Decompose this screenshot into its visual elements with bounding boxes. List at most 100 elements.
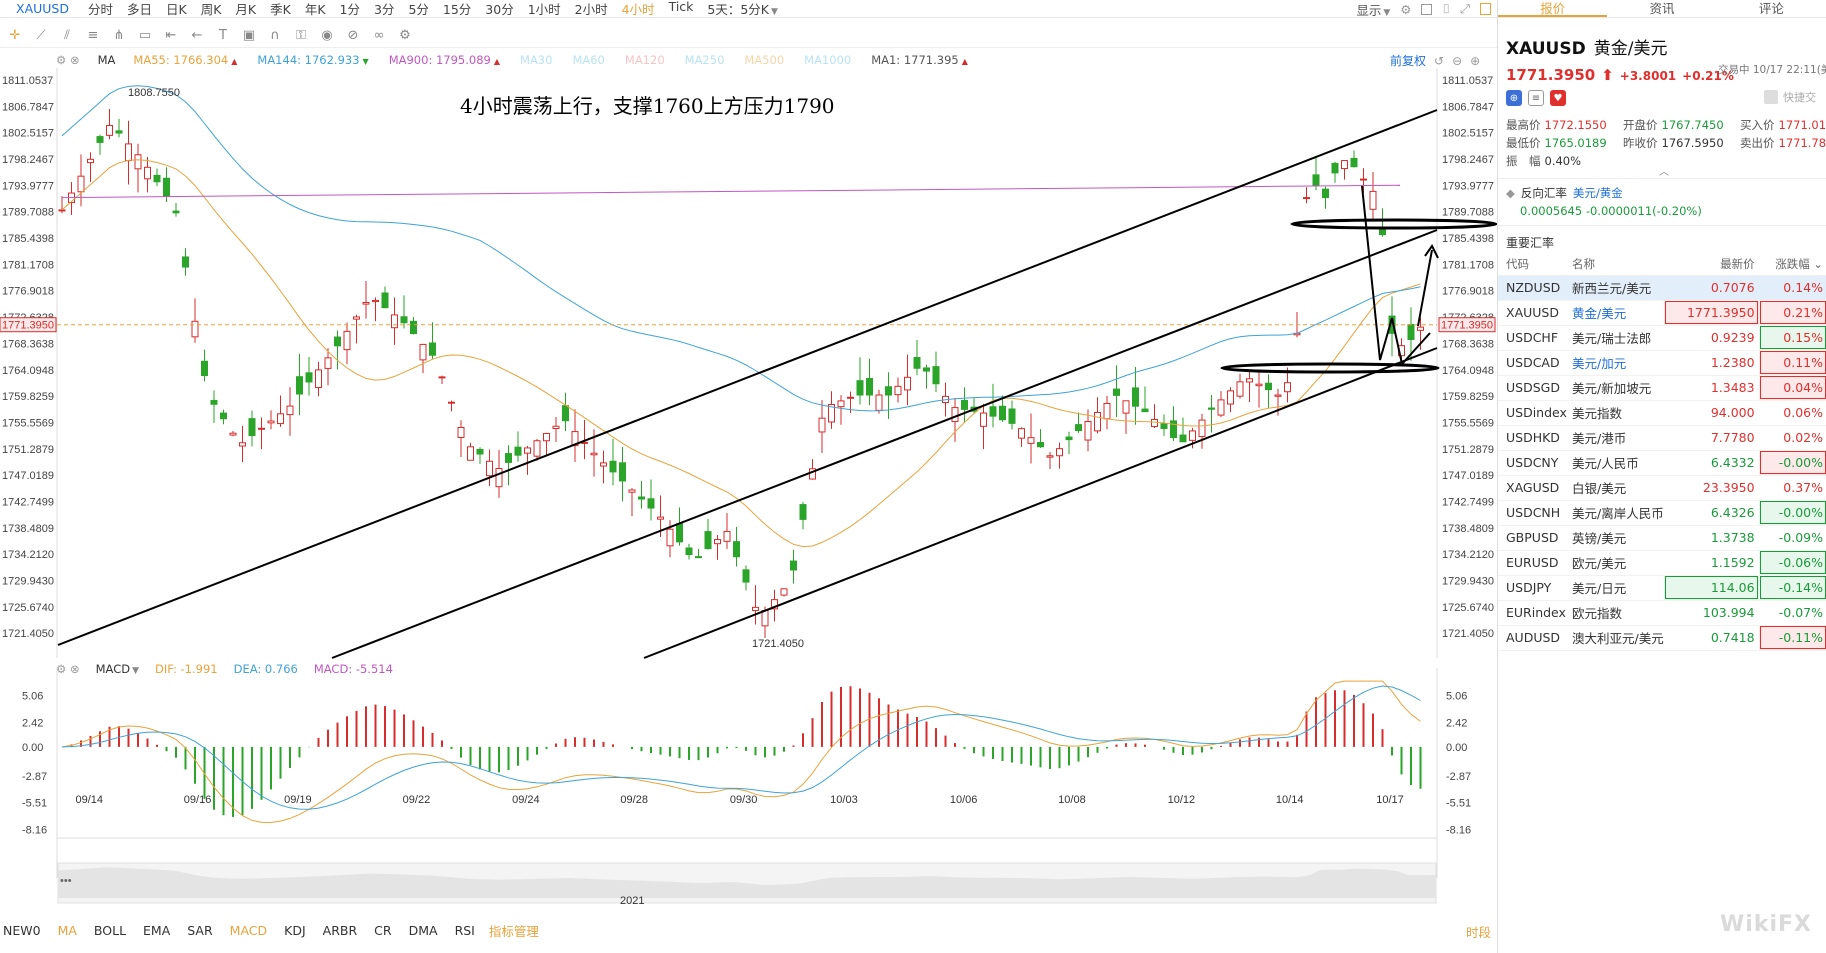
ma-item-1[interactable]: MA144: 1762.933 ▼ (257, 53, 369, 67)
fx-row[interactable]: USDCNH 美元/离岸人民币 6.4326 -0.00% (1498, 500, 1826, 526)
timeframe-14[interactable]: 4小时 (621, 2, 655, 17)
fx-row[interactable]: EURUSD 欧元/美元 1.1592 -0.06% (1498, 550, 1826, 576)
panel-tab-1[interactable]: 资讯 (1649, 1, 1675, 16)
display-dropdown[interactable]: 显示 ▼ (1356, 2, 1391, 18)
fx-row[interactable]: XAGUSD 白银/美元 23.3950 0.37% (1498, 475, 1826, 501)
channel-tool-icon[interactable]: ⫽ (64, 28, 70, 43)
timeframe-7[interactable]: 1分 (339, 2, 360, 17)
eye-icon[interactable]: ◉ (321, 28, 333, 43)
timeframe-13[interactable]: 2小时 (574, 2, 608, 17)
timeframe-8[interactable]: 3分 (373, 2, 395, 17)
ma-settings-icon[interactable]: ⚙ ⊗ (56, 53, 80, 67)
line-tool-icon[interactable]: ⟋ (36, 28, 46, 43)
globe-icon[interactable]: ⊕ (1506, 90, 1522, 106)
panel-toggle-icon[interactable] (1480, 3, 1491, 15)
fx-row[interactable]: GBPUSD 英镑/美元 1.3738 -0.09% (1498, 525, 1826, 551)
magnet-icon[interactable]: ∩ (270, 28, 280, 43)
square-icon[interactable] (1421, 3, 1433, 15)
ma-item-5[interactable]: MA120 (624, 53, 665, 67)
gear-icon[interactable]: ⚙ (1400, 1, 1412, 17)
fx-row[interactable]: USDSGD 美元/新加坡元 1.3483 0.04% (1498, 375, 1826, 401)
col-name[interactable]: 名称 (1568, 253, 1664, 276)
lock-icon[interactable]: ⚿ (296, 28, 306, 43)
indicator-tab-kdj[interactable]: KDJ (284, 922, 306, 938)
ma-item-0[interactable]: MA55: 1766.304 ▲ (133, 53, 238, 67)
indicator-tab-ma[interactable]: MA (57, 922, 77, 938)
fx-row[interactable]: USDCAD 美元/加元 1.2380 0.11% (1498, 350, 1826, 376)
ma-item-9[interactable]: MA1: 1771.395 ▲ (871, 53, 968, 67)
text-tool-icon[interactable]: T (219, 28, 227, 43)
col-last[interactable]: 最新价 (1664, 253, 1759, 276)
ma-item-3[interactable]: MA30 (520, 53, 553, 67)
ma-item-6[interactable]: MA250 (684, 53, 725, 67)
fib-tool-icon[interactable]: ≡ (87, 28, 99, 43)
fx-row[interactable]: EURindex 欧元指数 103.994 -0.07% (1498, 600, 1826, 626)
ma-item-7[interactable]: MA500 (744, 53, 785, 67)
fx-row[interactable]: USDJPY 美元/日元 114.06 -0.14% (1498, 575, 1826, 601)
delete-icon[interactable]: ⊘ (347, 28, 359, 43)
heart-icon[interactable]: ♥ (1550, 90, 1566, 106)
panel-tab-0[interactable]: 报价 (1498, 0, 1608, 17)
indicator-tab-ema[interactable]: EMA (143, 922, 171, 938)
indicator-tab-new0[interactable]: NEW0 (3, 922, 41, 938)
timeframe-1[interactable]: 多日 (127, 2, 153, 17)
indicator-tab-arbr[interactable]: ARBR (322, 922, 358, 938)
timeframe-12[interactable]: 1小时 (527, 2, 561, 17)
timeframe-10[interactable]: 15分 (442, 2, 472, 17)
crosshair-icon[interactable]: ✛ (9, 28, 21, 43)
macd-settings-icon[interactable]: ⚙ ⊗ (56, 662, 80, 676)
fx-row[interactable]: NZDUSD 新西兰元/美元 0.7076 0.14% (1498, 275, 1826, 301)
fx-row[interactable]: AUDUSD 澳大利亚元/美元 0.7418 -0.11% (1498, 625, 1826, 651)
fx-row[interactable]: USDCNY 美元/人民币 6.4332 -0.00% (1498, 450, 1826, 476)
timeframe-15[interactable]: Tick (668, 0, 694, 14)
indicator-tab-sar[interactable]: SAR (187, 922, 213, 938)
collapse-icon[interactable]: ︿ (1659, 167, 1669, 178)
ma-item-8[interactable]: MA1000 (804, 53, 852, 67)
indicator-tab-cr[interactable]: CR (374, 922, 392, 938)
macd-label[interactable]: MACD ▼ (95, 662, 140, 676)
rect-tool-icon[interactable]: ▭ (138, 28, 152, 43)
col-code[interactable]: 代码 (1498, 253, 1568, 276)
timeframe-11[interactable]: 30分 (485, 2, 514, 17)
timeframe-4[interactable]: 月K (235, 2, 257, 17)
camera-icon[interactable]: ⌷ (1442, 1, 1450, 16)
ma-item-2[interactable]: MA900: 1795.089 ▲ (388, 53, 501, 67)
panel-tab-2[interactable]: 评论 (1758, 1, 1784, 16)
zoom-in-icon[interactable]: ⊕ (1470, 53, 1481, 68)
note-icon[interactable]: ≡ (1528, 90, 1544, 106)
ma-item-4[interactable]: MA60 (572, 53, 605, 67)
time-period-button[interactable]: 时段 (1465, 925, 1491, 940)
quick-trade[interactable]: 快捷交 (1764, 89, 1816, 105)
combo-select[interactable]: 5天：5分K ▼ (707, 2, 778, 17)
col-pct[interactable]: 涨跌幅 ⌄ (1758, 253, 1826, 276)
timeframe-3[interactable]: 周K (200, 2, 222, 17)
indicator-tab-rsi[interactable]: RSI (454, 922, 475, 938)
ma-label[interactable]: MA (97, 53, 116, 67)
timeframe-2[interactable]: 日K (166, 2, 187, 17)
restore-label[interactable]: 前复权 (1390, 54, 1427, 68)
undo-icon[interactable]: ↺ (1434, 53, 1445, 68)
reverse-pair[interactable]: 美元/黄金 (1572, 186, 1623, 200)
indicator-tab-macd[interactable]: MACD (229, 922, 268, 938)
timeframe-0[interactable]: 分时 (87, 2, 113, 17)
zoom-out-icon[interactable]: ⊖ (1452, 53, 1463, 68)
link-icon[interactable]: ∞ (373, 28, 385, 43)
fx-row[interactable]: XAUUSD 黄金/美元 1771.3950 0.21% (1498, 300, 1826, 326)
fx-row[interactable]: USDCHF 美元/瑞士法郎 0.9239 0.15% (1498, 325, 1826, 351)
timeframe-5[interactable]: 季K (270, 2, 291, 17)
arrow-tool-icon[interactable]: ← (191, 28, 203, 43)
timeframe-6[interactable]: 年K (304, 2, 326, 17)
indicator-tab-boll[interactable]: BOLL (93, 922, 127, 938)
settings-tool-icon[interactable]: ⚙ (399, 28, 411, 43)
price-chart[interactable]: 1811.0537 1811.0537 1806.7847 1806.7847 1802… (0, 48, 1497, 918)
indicator-manage-link[interactable]: 指标管理 (488, 923, 539, 939)
measure-tool-icon[interactable]: ⇤ (165, 28, 177, 43)
timeframe-9[interactable]: 5分 (408, 2, 429, 17)
fullscreen-icon[interactable]: ⤢ (1459, 1, 1470, 16)
fx-row[interactable]: USDindex 美元指数 94.000 0.06% (1498, 400, 1826, 426)
symbol-label[interactable]: XAUUSD (16, 1, 69, 16)
pitchfork-tool-icon[interactable]: ⋔ (113, 28, 125, 43)
comment-tool-icon[interactable]: ▣ (242, 28, 256, 43)
fx-row[interactable]: USDHKD 美元/港币 7.7780 0.02% (1498, 425, 1826, 451)
indicator-tab-dma[interactable]: DMA (408, 922, 438, 938)
